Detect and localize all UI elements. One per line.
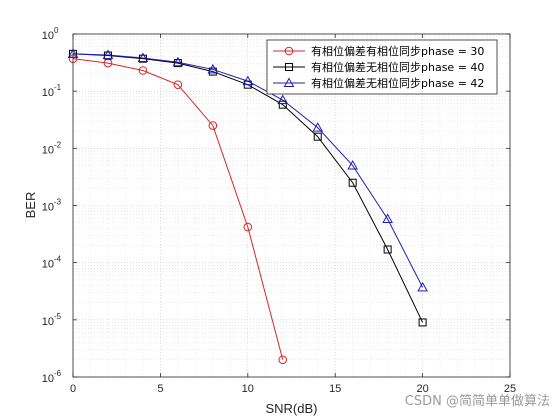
watermark-text: CSDN @简简单单做算法 bbox=[405, 393, 550, 409]
x-tick-label: 20 bbox=[416, 383, 428, 395]
y-tick-exponent: -1 bbox=[54, 83, 62, 92]
x-tick-label: 15 bbox=[329, 383, 341, 395]
marker-square bbox=[418, 318, 427, 327]
y-tick-base: 10 bbox=[42, 259, 54, 271]
y-tick-exponent: -5 bbox=[54, 312, 62, 321]
y-tick-label: 10 -5 bbox=[42, 312, 62, 328]
y-tick-base: 10 bbox=[42, 316, 54, 328]
series-line-1 bbox=[72, 58, 284, 360]
legend-label-1: 有相位偏差有相位同步phase = 30 bbox=[311, 44, 484, 58]
legend-label-2: 有相位偏差无相位同步phase = 40 bbox=[311, 60, 484, 74]
y-tick-exponent: -3 bbox=[54, 198, 62, 207]
y-axis-label: BER bbox=[23, 192, 38, 219]
marker-triangle bbox=[137, 52, 149, 63]
marker-triangle bbox=[102, 49, 114, 59]
y-tick-label: 10 -2 bbox=[42, 140, 62, 156]
y-tick-base: 10 bbox=[42, 30, 54, 42]
y-tick-base: 10 bbox=[42, 202, 54, 214]
x-tick-label: 5 bbox=[157, 383, 163, 395]
legend: 有相位偏差有相位同步phase = 30 有相位偏差无相位同步phase = 40… bbox=[266, 39, 498, 95]
marker-square bbox=[138, 54, 147, 63]
y-tick-exponent: 0 bbox=[54, 26, 59, 35]
marker-triangle bbox=[417, 281, 428, 292]
marker-circle bbox=[173, 80, 183, 89]
marker-circle bbox=[208, 121, 218, 130]
y-tick-label: 10 0 bbox=[42, 26, 59, 42]
x-tick-label: 10 bbox=[242, 383, 254, 395]
marker-square bbox=[313, 132, 322, 141]
marker-triangle bbox=[242, 75, 254, 86]
marker-triangle bbox=[382, 213, 393, 224]
x-tick-label: 25 bbox=[504, 383, 516, 395]
x-axis-ticks: 0 5 10 15 20 25 bbox=[70, 34, 516, 395]
marker-triangle bbox=[277, 94, 289, 105]
marker-triangle bbox=[172, 56, 184, 67]
y-tick-base: 10 bbox=[42, 87, 54, 99]
y-tick-label: 10 -3 bbox=[42, 198, 62, 214]
marker-circle bbox=[284, 46, 294, 56]
marker-square bbox=[348, 178, 357, 187]
marker-square bbox=[383, 245, 392, 254]
marker-triangle bbox=[283, 77, 295, 87]
y-tick-base: 10 bbox=[42, 373, 54, 385]
y-tick-base: 10 bbox=[42, 144, 54, 156]
marker-circle bbox=[243, 222, 253, 232]
marker-triangle bbox=[312, 122, 324, 132]
y-tick-exponent: -6 bbox=[54, 369, 62, 378]
y-tick-label: 10 -4 bbox=[42, 255, 62, 271]
legend-label-3: 有相位偏差无相位同步phase = 42 bbox=[311, 76, 484, 90]
marker-triangle bbox=[207, 63, 219, 74]
marker-circle bbox=[278, 355, 288, 365]
y-tick-exponent: -2 bbox=[54, 140, 62, 149]
y-tick-label: 10 -1 bbox=[42, 83, 62, 99]
x-axis-label: SNR(dB) bbox=[265, 401, 317, 416]
grid bbox=[72, 33, 511, 378]
x-tick-label: 0 bbox=[70, 383, 76, 395]
series-markers bbox=[67, 48, 428, 365]
marker-square bbox=[103, 51, 112, 60]
y-tick-exponent: -4 bbox=[54, 255, 62, 264]
marker-square bbox=[285, 63, 293, 71]
legend-box bbox=[266, 39, 498, 95]
y-tick-label: 10 -6 bbox=[42, 369, 62, 385]
marker-square bbox=[278, 100, 287, 109]
marker-triangle bbox=[347, 160, 359, 170]
marker-circle bbox=[138, 66, 148, 75]
